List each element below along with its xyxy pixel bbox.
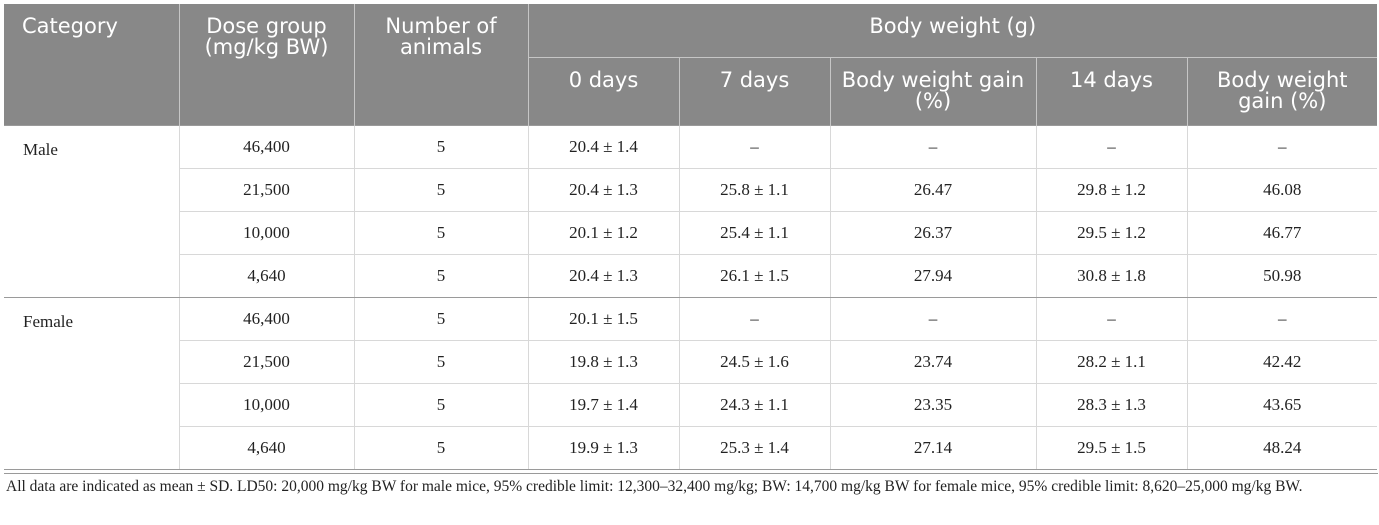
- dose-cell: 46,400: [178, 297, 354, 341]
- table-row: 21,500 5 19.8 ± 1.3 24.5 ± 1.6 23.74 28.…: [4, 340, 1378, 384]
- table-row: 21,500 5 20.4 ± 1.3 25.8 ± 1.1 26.47 29.…: [4, 168, 1378, 212]
- day0-cell: 19.8 ± 1.3: [527, 340, 679, 384]
- day0-cell: 20.4 ± 1.4: [527, 125, 679, 169]
- day0-cell: 19.9 ± 1.3: [527, 426, 679, 470]
- day7-cell: 25.8 ± 1.1: [678, 168, 830, 212]
- animals-cell: 5: [353, 168, 528, 212]
- dose-cell: 21,500: [178, 168, 354, 212]
- table-row: Male 46,400 5 20.4 ± 1.4 – – – –: [4, 125, 1378, 298]
- gain14-cell: 46.08: [1186, 168, 1378, 212]
- gain7-cell: 27.14: [829, 426, 1036, 470]
- body-weight-table: Category Dose group (mg/kg BW) Number of…: [4, 4, 1378, 470]
- header-category: Category: [4, 4, 179, 126]
- day14-cell: 28.3 ± 1.3: [1035, 383, 1187, 427]
- dose-cell: 4,640: [178, 254, 354, 298]
- gain14-cell: 43.65: [1186, 383, 1378, 427]
- day14-cell: 29.8 ± 1.2: [1035, 168, 1187, 212]
- header-dose-group: Dose group (mg/kg BW): [178, 4, 354, 126]
- gain7-cell: –: [829, 297, 1036, 341]
- category-female: Female: [4, 297, 179, 470]
- table-footnote: All data are indicated as mean ± SD. LD5…: [4, 473, 1378, 498]
- gain7-cell: 26.37: [829, 211, 1036, 255]
- day14-cell: –: [1035, 125, 1187, 169]
- day0-cell: 20.4 ± 1.3: [527, 254, 679, 298]
- gain7-cell: 23.35: [829, 383, 1036, 427]
- header-0-days: 0 days: [527, 57, 679, 126]
- gain7-cell: 27.94: [829, 254, 1036, 298]
- animals-cell: 5: [353, 340, 528, 384]
- day7-cell: –: [678, 125, 830, 169]
- animals-cell: 5: [353, 383, 528, 427]
- header-weight-gain-7: Body weight gain (%): [829, 57, 1036, 126]
- header-7-days: 7 days: [678, 57, 830, 126]
- gain14-cell: –: [1186, 125, 1378, 169]
- dose-cell: 10,000: [178, 383, 354, 427]
- day0-cell: 20.4 ± 1.3: [527, 168, 679, 212]
- day0-cell: 19.7 ± 1.4: [527, 383, 679, 427]
- table-row: 10,000 5 20.1 ± 1.2 25.4 ± 1.1 26.37 29.…: [4, 211, 1378, 255]
- table-row: 10,000 5 19.7 ± 1.4 24.3 ± 1.1 23.35 28.…: [4, 383, 1378, 427]
- table-header: Category Dose group (mg/kg BW) Number of…: [4, 4, 1378, 126]
- dose-cell: 46,400: [178, 125, 354, 169]
- header-weight-gain-14: Body weight gain (%): [1186, 57, 1378, 126]
- table-row: Female 46,400 5 20.1 ± 1.5 – – – –: [4, 297, 1378, 470]
- dose-cell: 4,640: [178, 426, 354, 470]
- day7-cell: 26.1 ± 1.5: [678, 254, 830, 298]
- day7-cell: 25.3 ± 1.4: [678, 426, 830, 470]
- animals-cell: 5: [353, 254, 528, 298]
- gain14-cell: –: [1186, 297, 1378, 341]
- table-body: Male 46,400 5 20.4 ± 1.4 – – – – 21,500 …: [4, 125, 1378, 470]
- table-row: 4,640 5 19.9 ± 1.3 25.3 ± 1.4 27.14 29.5…: [4, 426, 1378, 470]
- gain7-cell: –: [829, 125, 1036, 169]
- dose-cell: 10,000: [178, 211, 354, 255]
- animals-cell: 5: [353, 297, 528, 341]
- gain14-cell: 50.98: [1186, 254, 1378, 298]
- day14-cell: 29.5 ± 1.2: [1035, 211, 1187, 255]
- table-row: 4,640 5 20.4 ± 1.3 26.1 ± 1.5 27.94 30.8…: [4, 254, 1378, 298]
- day14-cell: 28.2 ± 1.1: [1035, 340, 1187, 384]
- category-male: Male: [4, 125, 179, 298]
- day0-cell: 20.1 ± 1.5: [527, 297, 679, 341]
- day7-cell: –: [678, 297, 830, 341]
- animals-cell: 5: [353, 125, 528, 169]
- day7-cell: 24.3 ± 1.1: [678, 383, 830, 427]
- day7-cell: 24.5 ± 1.6: [678, 340, 830, 384]
- gain7-cell: 23.74: [829, 340, 1036, 384]
- day7-cell: 25.4 ± 1.1: [678, 211, 830, 255]
- day14-cell: 30.8 ± 1.8: [1035, 254, 1187, 298]
- gain14-cell: 46.77: [1186, 211, 1378, 255]
- gain7-cell: 26.47: [829, 168, 1036, 212]
- animals-cell: 5: [353, 211, 528, 255]
- gain14-cell: 48.24: [1186, 426, 1378, 470]
- day14-cell: 29.5 ± 1.5: [1035, 426, 1187, 470]
- header-body-weight: Body weight (g): [527, 4, 1378, 58]
- header-number-of-animals: Number of animals: [353, 4, 528, 126]
- animals-cell: 5: [353, 426, 528, 470]
- header-14-days: 14 days: [1035, 57, 1187, 126]
- day14-cell: –: [1035, 297, 1187, 341]
- day0-cell: 20.1 ± 1.2: [527, 211, 679, 255]
- dose-cell: 21,500: [178, 340, 354, 384]
- gain14-cell: 42.42: [1186, 340, 1378, 384]
